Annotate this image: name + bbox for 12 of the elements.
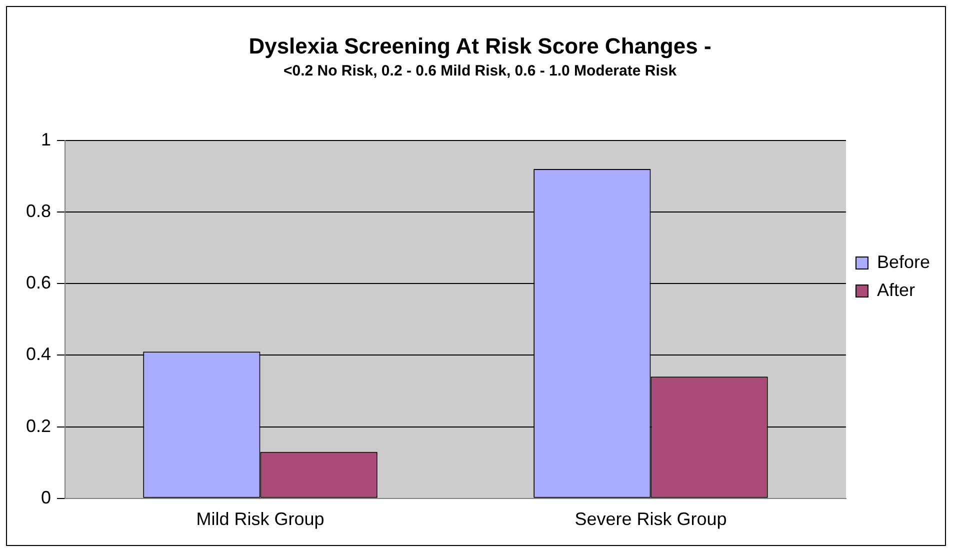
x-tick-label: Mild Risk Group xyxy=(196,509,324,530)
chart-title: Dyslexia Screening At Risk Score Changes - xyxy=(248,33,712,58)
legend-label: Before xyxy=(876,252,930,272)
y-tick-label: 0 xyxy=(41,487,52,508)
y-tick-label: 0.6 xyxy=(26,272,52,293)
y-tick-label: 1 xyxy=(41,129,52,150)
legend-label: After xyxy=(876,280,915,300)
y-tick-label: 0.4 xyxy=(26,344,52,364)
y-tick-label: 0.2 xyxy=(26,416,52,436)
x-tick-label: Severe Risk Group xyxy=(574,509,727,530)
chart-subtitle: <0.2 No Risk, 0.2 - 0.6 Mild Risk, 0.6 - 1.0 Moderate Risk xyxy=(283,62,678,80)
y-tick-label: 0.8 xyxy=(26,200,52,221)
